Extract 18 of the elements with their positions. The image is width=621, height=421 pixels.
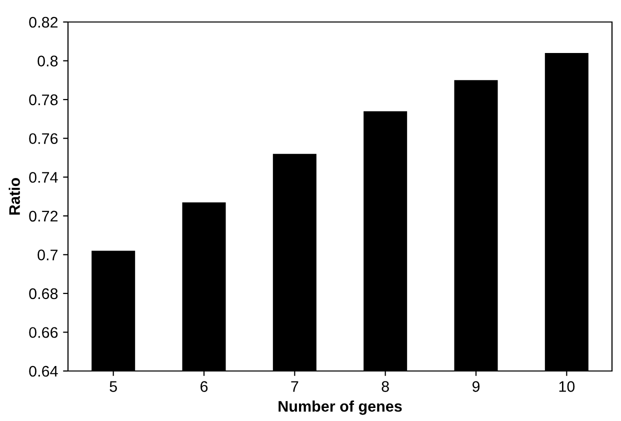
y-tick-label: 0.74 [29,172,58,183]
y-tick-label: 0.8 [38,56,58,66]
x-tick-label: 9 [472,381,480,392]
x-tick-label: 5 [110,381,117,392]
y-tick-label: 0.78 [29,94,58,106]
y-tick-label: 0.72 [29,210,58,222]
x-tick-label: 6 [200,381,208,392]
y-tick-label: 0.76 [29,133,58,144]
y-tick-label: 0.66 [29,327,58,338]
y-tick-label: 0.64 [29,366,58,377]
x-tick-label: 8 [382,381,389,392]
x-tick-label: 7 [291,381,298,392]
y-tick-label: 0.7 [38,250,58,260]
x-axis-title: Number of genes [278,400,402,415]
y-tick-label: 0.68 [29,288,58,300]
y-tick-label: 0.82 [29,16,58,28]
x-tick-label: 10 [559,381,575,392]
y-axis-title: Ratio [8,178,20,215]
